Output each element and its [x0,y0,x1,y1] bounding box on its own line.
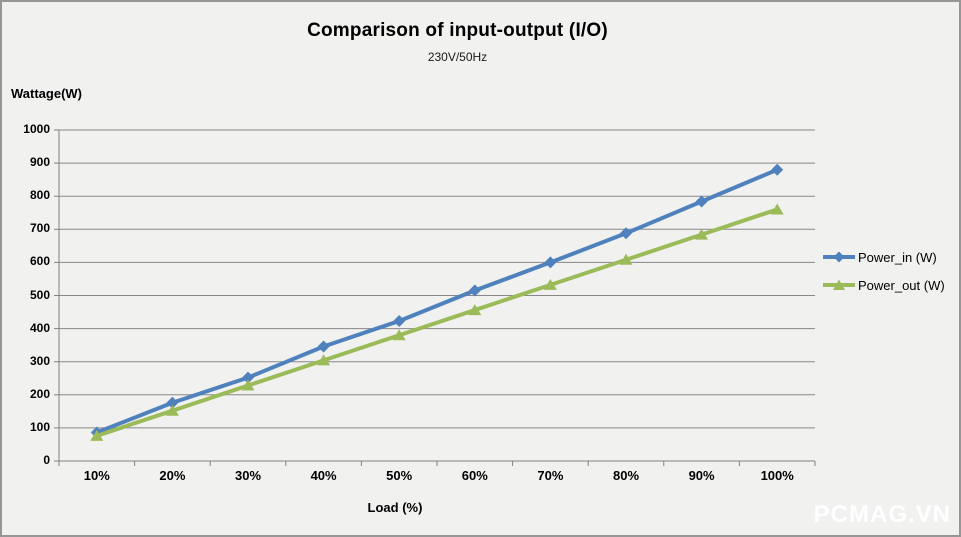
triangle-marker [770,203,784,215]
triangle-marker [317,354,331,366]
legend-entry: Power_out (W) [822,271,945,299]
diamond-marker [242,371,254,384]
y-tick-label: 700 [29,221,50,236]
diamond-marker [393,314,406,327]
diamond-marker [544,256,557,269]
chart-subtitle: 230V/50Hz [427,50,488,64]
series-line-power-in-w- [94,167,780,435]
triangle-marker [165,404,179,416]
triangle-marker [241,379,255,391]
x-tick-label: 30% [234,468,262,483]
triangle-marker [619,253,633,265]
x-tick-label: 50% [386,468,413,483]
x-tick-label: 40% [310,468,337,483]
triangle-marker [468,304,482,316]
y-tick-label: 800 [29,188,50,203]
y-tick-label: 1000 [23,122,50,136]
y-tick-label: 900 [29,155,50,170]
legend-diamond-icon [823,251,855,263]
legend-triangle-icon [823,279,855,290]
y-tick-label: 100 [29,419,50,434]
x-tick-label: 70% [537,468,564,483]
y-tick-label: 500 [29,287,50,302]
triangle-marker [543,278,557,290]
legend: Power_in (W) Power_out (W) [822,243,945,299]
legend-label: Power_in (W) [858,249,937,265]
y-tick-label: 400 [29,320,50,335]
diamond-marker [317,340,330,353]
triangle-marker [392,329,406,341]
x-tick-label: 20% [159,468,186,483]
x-axis-title: Load (%) [367,500,423,515]
diamond-marker [166,396,179,409]
y-tick-label: 0 [43,453,50,467]
x-tick-label: 80% [612,468,640,483]
series-line-power-out-w- [94,207,780,438]
triangle-marker [695,228,709,240]
legend-label: Power_out (W) [858,277,945,293]
y-axis-title: Wattage(W) [11,86,83,101]
diamond-marker [468,284,481,297]
y-tick-label: 300 [29,353,50,368]
x-tick-label: 10% [83,468,110,483]
x-tick-label: 90% [688,468,715,483]
chart-title: Comparison of input-output (I/O) [307,20,608,41]
triangle-marker [90,429,104,441]
watermark: PCMAG.VN [813,501,951,528]
diamond-marker [771,163,784,176]
x-tick-label: 100% [760,468,794,483]
diamond-marker [620,227,632,240]
y-tick-label: 600 [29,254,50,269]
y-tick-label: 200 [29,386,50,401]
x-tick-label: 60% [461,468,488,483]
legend-entry: Power_in (W) [822,243,945,271]
diamond-marker [695,195,708,208]
